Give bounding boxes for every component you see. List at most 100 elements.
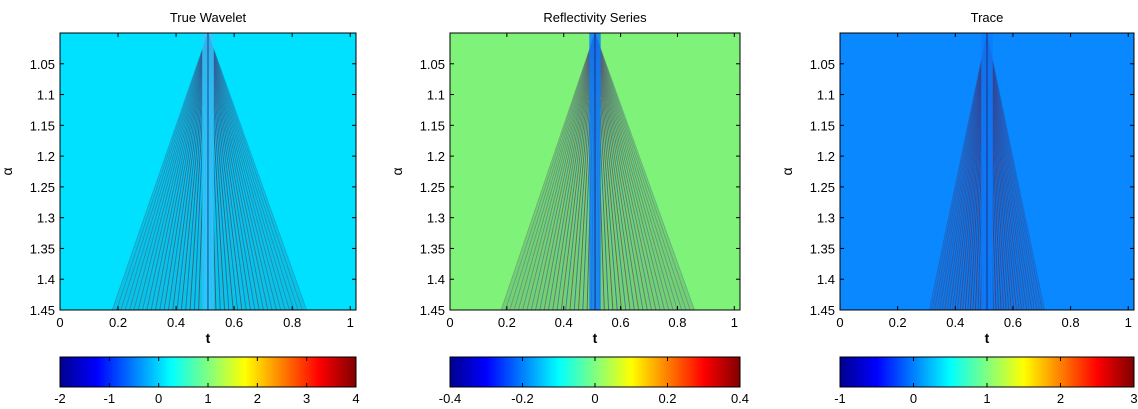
y-axis-label: α	[779, 167, 795, 175]
x-tick-label: 0.6	[612, 315, 630, 330]
oscillation-stripe	[167, 33, 209, 310]
oscillation-stripe	[934, 33, 988, 310]
y-tick-label: 1.1	[817, 88, 835, 103]
oscillation-stripe	[594, 33, 648, 310]
y-tick-label: 1.1	[37, 88, 55, 103]
x-tick-label: 1	[347, 315, 354, 330]
oscillation-stripe	[594, 33, 670, 310]
plot-frame	[839, 32, 1135, 311]
oscillation-stripe	[207, 33, 299, 310]
oscillation-stripe	[986, 33, 1043, 310]
x-tick-label: 0.8	[283, 315, 301, 330]
oscillation-stripe	[986, 33, 1030, 310]
colorbar-tick-label: -1	[834, 391, 846, 406]
x-tick-label: 0.4	[946, 315, 964, 330]
oscillation-stripe	[155, 33, 209, 310]
oscillation-stripe	[543, 33, 596, 310]
oscillation-stripe	[939, 33, 988, 310]
oscillation-stripe	[146, 33, 209, 310]
x-tick-label: 0.4	[555, 315, 573, 330]
oscillation-stripe	[120, 33, 209, 310]
oscillation-stripe	[500, 33, 596, 310]
oscillation-stripe	[547, 33, 596, 310]
y-tick-label: 1.25	[810, 180, 835, 195]
oscillation-stripe	[594, 33, 687, 310]
oscillation-stripe	[594, 33, 678, 310]
colorbar-tick-label: 0	[591, 391, 598, 406]
oscillation-stripe	[936, 33, 988, 310]
oscillation-stripe	[556, 33, 596, 310]
oscillation-stripe	[539, 33, 596, 310]
heatmap-image	[60, 33, 356, 310]
oscillation-stripe	[142, 33, 209, 310]
oscillation-stripe	[522, 33, 596, 310]
colorbar-tick-label: -2	[54, 391, 66, 406]
oscillation-stripe	[594, 33, 644, 310]
colorbar-tick-label: 4	[352, 391, 359, 406]
y-tick-label: 1.15	[810, 118, 835, 133]
oscillation-stripe	[986, 33, 1035, 310]
heatmap-image	[840, 33, 1134, 310]
colorbar-tick-label: 0	[910, 391, 917, 406]
oscillation-stripe	[509, 33, 596, 310]
colorbar-tick-label: 3	[303, 391, 310, 406]
x-tick-label: 0	[446, 315, 453, 330]
y-tick-label: 1.45	[420, 303, 445, 318]
y-tick-label: 1.2	[37, 149, 55, 164]
oscillation-stripe	[129, 33, 209, 310]
colorbar: -2 -1 0 1 2 3 4	[54, 356, 360, 406]
oscillation-stripe	[137, 33, 209, 310]
x-tick-label: 1	[731, 315, 738, 330]
heatmap-image	[450, 33, 740, 310]
oscillation-stripe	[207, 33, 282, 310]
oscillation-stripe	[133, 33, 209, 310]
oscillation-stripe	[207, 33, 273, 310]
y-tick-label: 1.35	[420, 241, 445, 256]
x-axis-label: t	[593, 330, 598, 346]
colorbar-tick-label: 3	[1130, 391, 1137, 406]
y-tick-label: 1.3	[817, 211, 835, 226]
y-tick-label: 1.45	[810, 303, 835, 318]
y-tick-label: 1.15	[30, 118, 55, 133]
x-tick-label: 0.2	[498, 315, 516, 330]
y-tick-label: 1.2	[817, 149, 835, 164]
oscillation-stripe	[159, 33, 209, 310]
colorbar: -1 0 1 2 3	[834, 356, 1138, 406]
colorbar-tick-label: 0.4	[731, 391, 749, 406]
oscillation-stripe	[124, 33, 209, 310]
colorbar-tick-label: -0.4	[439, 391, 461, 406]
oscillation-stripe	[150, 33, 209, 310]
oscillation-stripe	[517, 33, 596, 310]
y-tick-label: 1.3	[37, 211, 55, 226]
oscillation-stripe	[941, 33, 988, 310]
oscillation-stripe	[163, 33, 209, 310]
y-tick-label: 1.4	[427, 272, 445, 287]
oscillation-stripe	[986, 33, 1038, 310]
colorbar-tick-label: -1	[104, 391, 116, 406]
x-tick-label: 0.2	[109, 315, 127, 330]
y-tick-label: 1.05	[810, 57, 835, 72]
oscillation-stripe	[207, 33, 260, 310]
y-tick-label: 1.4	[817, 272, 835, 287]
colorbar: -0.4 -0.2 0 0.2 0.4	[439, 356, 749, 406]
oscillation-stripe	[594, 33, 691, 310]
plot-frame	[59, 32, 357, 311]
x-tick-label: 1	[1125, 315, 1132, 330]
panel-3: Trace 0 0.2 0.4 0.6 0.8 1 t 1.05 1.1 1.15 1.2 1.25 1.…	[779, 10, 1138, 406]
oscillation-stripe	[986, 33, 1028, 310]
oscillation-stripe	[207, 33, 247, 310]
x-tick-label: 0.4	[167, 315, 185, 330]
oscillation-stripe	[986, 33, 1025, 310]
y-tick-label: 1.05	[420, 57, 445, 72]
oscillation-stripe	[116, 33, 209, 310]
oscillation-stripe	[946, 33, 988, 310]
oscillation-stripe	[207, 33, 290, 310]
y-tick-label: 1.3	[427, 211, 445, 226]
oscillation-stripe	[594, 33, 661, 310]
plot-frame	[449, 32, 741, 311]
x-tick-label: 0.8	[668, 315, 686, 330]
oscillation-stripe	[530, 33, 596, 310]
colorbar-tick-label: 1	[204, 391, 211, 406]
oscillation-stripe	[552, 33, 596, 310]
